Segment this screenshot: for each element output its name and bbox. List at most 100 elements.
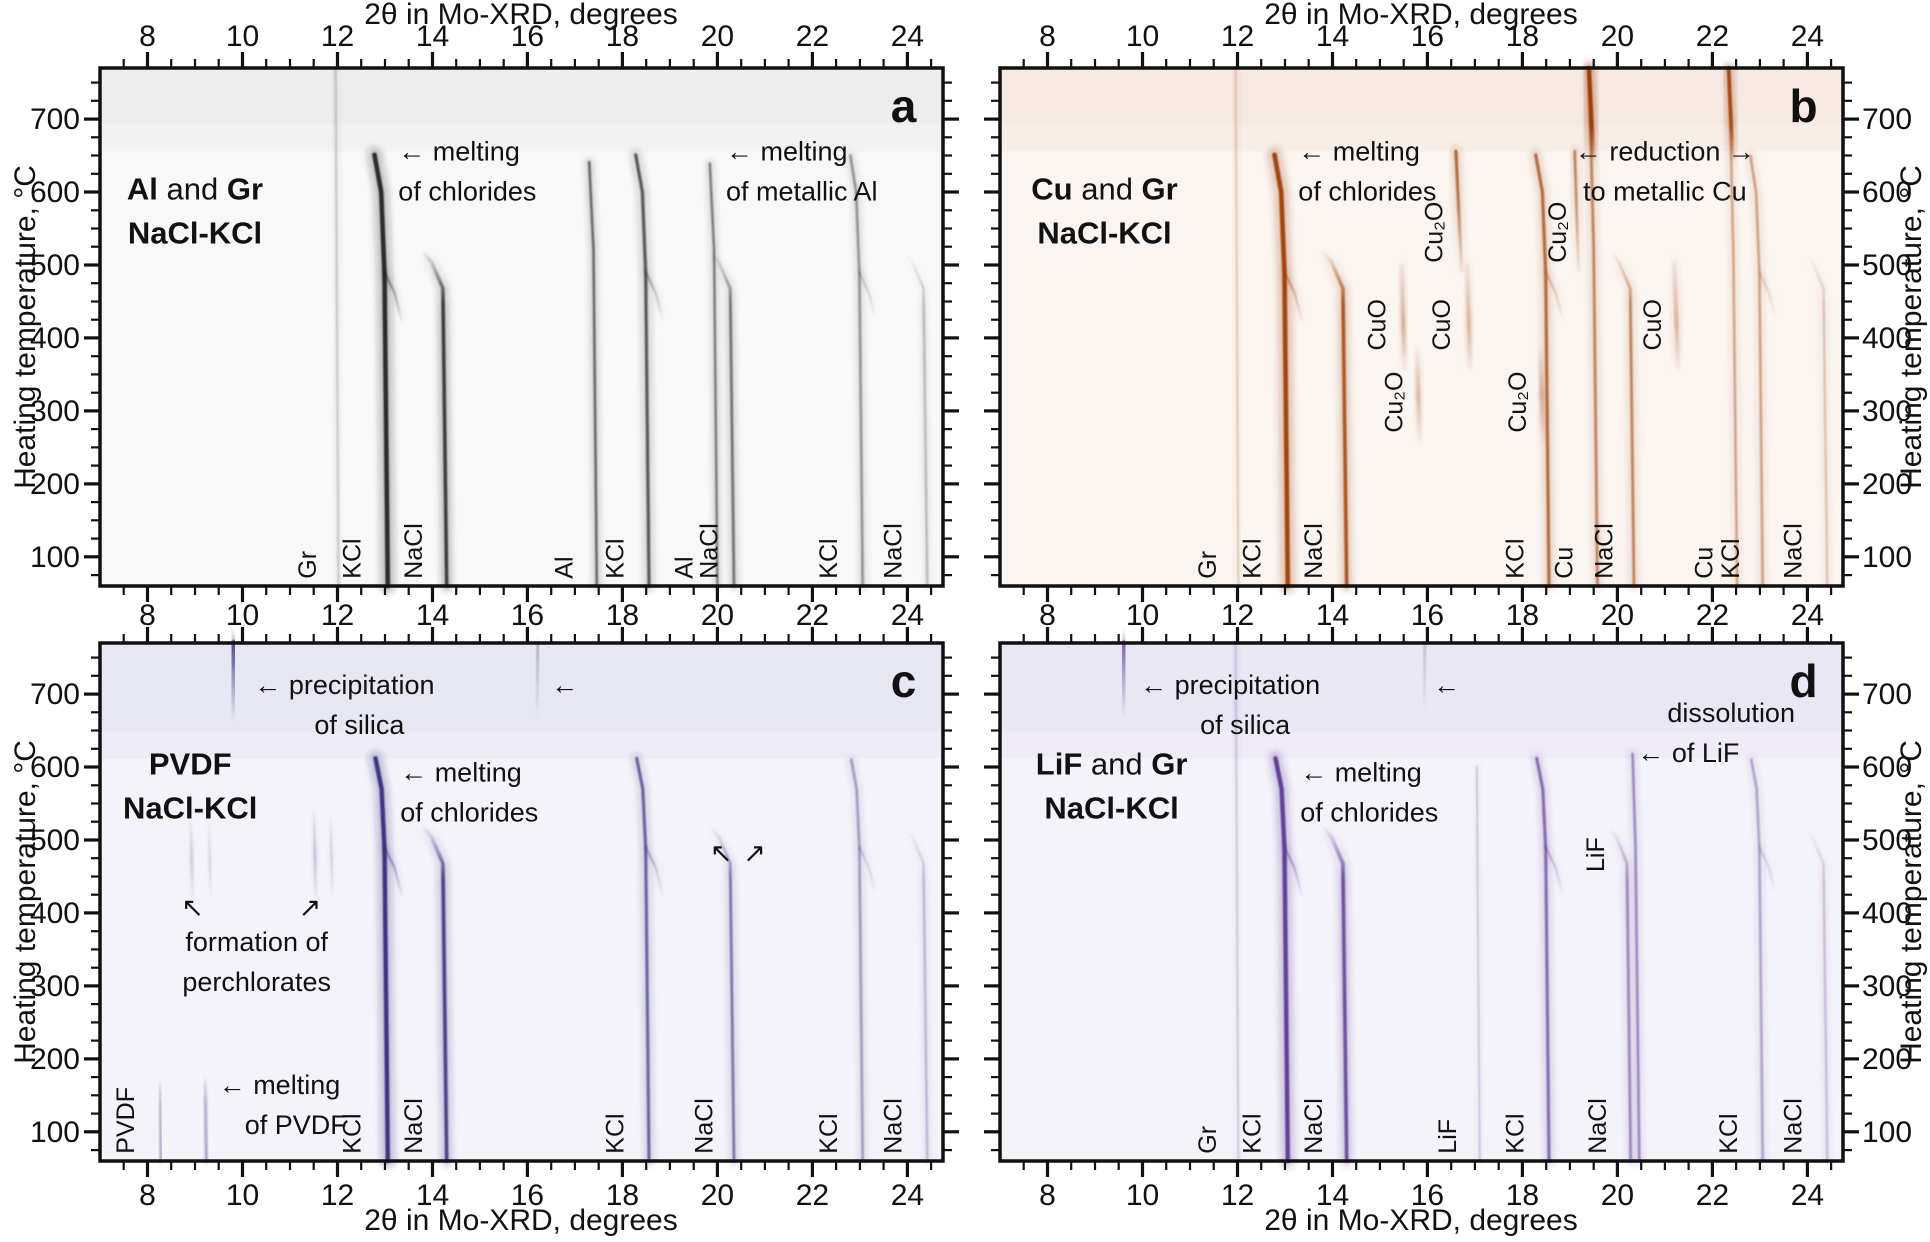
x-tick-label-bottom: 16 [511, 1179, 544, 1212]
streak-fork-1 [383, 271, 404, 325]
y-tick-label-left: 600 [30, 176, 80, 209]
x-tick-label-bottom: 24 [1791, 1179, 1824, 1212]
x-tick-label-bottom: 12 [1221, 1179, 1254, 1212]
y-tick-label-left: 500 [30, 824, 80, 857]
peak-label-KCl: KCl [601, 1113, 629, 1153]
x-tick-label-middle: 18 [1506, 599, 1539, 632]
panel-title-line: NaCl-KCl [123, 790, 257, 825]
peak-label-NaCl: NaCl [691, 1098, 719, 1154]
streak-PVDF-1 [158, 1078, 163, 1163]
streak-KCl-200 [372, 152, 391, 589]
peak-label-NaCl: NaCl [880, 523, 908, 579]
streak-KCl-220 [1535, 756, 1551, 1163]
x-tick-label-top: 8 [1039, 20, 1056, 53]
peak-label-NaCl: NaCl [880, 1098, 908, 1154]
peak-label-NaCl: NaCl [1780, 1098, 1808, 1154]
panel-d: Gr KCl NaCl LiF KCl NaCl KCl NaCl LiF ← precipita… [984, 627, 1859, 1177]
peak-label-KCl: KCl [1501, 1113, 1529, 1153]
streak-perchlorate-1 [189, 815, 194, 904]
streak-KCl-200 [373, 756, 390, 1164]
y-axis-title-right-top: Heating temperature, °C [1895, 165, 1928, 489]
streak-perchlorate-3 [312, 806, 318, 906]
peak-label-LiF: LiF [1434, 1119, 1462, 1154]
annotation: dissolution [1667, 698, 1795, 728]
y-axis-title-left-top: Heating temperature, °C [9, 165, 42, 489]
y-tick-label-right: 400 [1862, 897, 1912, 930]
streak-silica [229, 639, 238, 724]
temperature-band [100, 68, 943, 125]
annotation: of chlorides [400, 798, 538, 828]
phase-label-CuO: CuO [1639, 299, 1667, 350]
streak-NaCl-220 [709, 250, 736, 588]
phase-label-Cu₂O: Cu₂O [1504, 372, 1532, 433]
annotation: ← melting [219, 1070, 341, 1100]
streak-NaCl-200 [1321, 249, 1349, 588]
panel-title-line: Al and Gr [127, 171, 263, 206]
x-tick-label-middle: 24 [891, 599, 924, 632]
streak-fork-3 [1758, 271, 1777, 320]
streak-KCl-220 [634, 153, 651, 588]
streak-fork-1 [1283, 271, 1304, 325]
streak-fork-3 [858, 271, 877, 320]
x-tick-label-top: 20 [701, 20, 734, 53]
streak-NaCl-200 [1321, 824, 1349, 1163]
x-tick-label-top: 8 [139, 20, 156, 53]
x-tick-label-middle: 16 [511, 599, 544, 632]
streak-NaCl-311 [905, 253, 929, 588]
streak-CuO-3 [1672, 261, 1681, 376]
annotation: of metallic Al [726, 177, 878, 207]
streak-KCl-200 [1273, 756, 1290, 1164]
peak-label-Al: Al [551, 556, 579, 578]
panel-c-plot-area [100, 643, 943, 1161]
streak-Cu2O-high-2 [1573, 149, 1580, 273]
panel-a-plot-area [100, 68, 943, 586]
phase-label-CuO: CuO [1364, 299, 1392, 350]
panel-title-line: Cu and Gr [1031, 171, 1177, 206]
streak-Cu2O-high-1 [1454, 149, 1464, 273]
phase-label-Cu₂O: Cu₂O [1421, 202, 1449, 263]
x-tick-label-top: 10 [1126, 20, 1159, 53]
streak-NaCl-200 [421, 249, 449, 588]
x-tick-label-middle: 10 [226, 599, 259, 632]
y-tick-label-right: 600 [1862, 176, 1912, 209]
streak-fork-2 [644, 271, 665, 323]
annotation: ← [551, 670, 578, 700]
x-tick-label-top: 18 [1506, 20, 1539, 53]
phase-label-LiF: LiF [1582, 837, 1610, 872]
peak-label-NaCl: NaCl [1780, 523, 1808, 579]
streak-NaCl-220 [1609, 250, 1636, 588]
streak-perchlorate-4 [329, 811, 334, 901]
streak-Cu-111-top [1586, 65, 1596, 160]
streak-KCl-222 [849, 154, 864, 588]
peak-label-KCl: KCl [815, 538, 843, 578]
peak-label-NaCl: NaCl [695, 523, 723, 579]
y-tick-label-right: 400 [1862, 322, 1912, 355]
y-tick-label-right: 600 [1862, 751, 1912, 784]
streak-fork-3 [858, 846, 877, 895]
y-tick-label-left: 100 [30, 1116, 80, 1149]
panel-title-line: LiF and Gr [1036, 746, 1188, 781]
panel-letter-a: a [891, 80, 917, 132]
panel-c: PVDF KCl NaCl KCl NaCl KCl NaCl ← precipitation… [84, 627, 959, 1177]
streak-Al-111 [587, 160, 599, 588]
annotation: ← [1433, 670, 1460, 700]
y-tick-label-right: 500 [1862, 824, 1912, 857]
streak-Gr [334, 67, 340, 587]
peak-label-Gr: Gr [1194, 1126, 1222, 1154]
annotation: ← precipitation [1140, 670, 1320, 700]
streak-LiF-200 [1631, 752, 1641, 1163]
x-tick-label-middle: 14 [1316, 599, 1349, 632]
streak-NaCl-311 [1805, 828, 1829, 1163]
x-tick-label-top: 14 [1316, 20, 1349, 53]
panel-title-line: PVDF [149, 746, 232, 781]
streak-fork-1 [1283, 846, 1304, 900]
x-tick-label-bottom: 18 [1506, 1179, 1539, 1212]
annotation: of chlorides [1300, 798, 1438, 828]
x-tick-label-middle: 12 [1221, 599, 1254, 632]
x-tick-label-bottom: 24 [891, 1179, 924, 1212]
panel-d-plot-area [1000, 643, 1843, 1161]
streak-fork-2 [1544, 846, 1565, 898]
streak-KCl-220 [635, 756, 651, 1163]
y-tick-label-left: 200 [30, 468, 80, 501]
